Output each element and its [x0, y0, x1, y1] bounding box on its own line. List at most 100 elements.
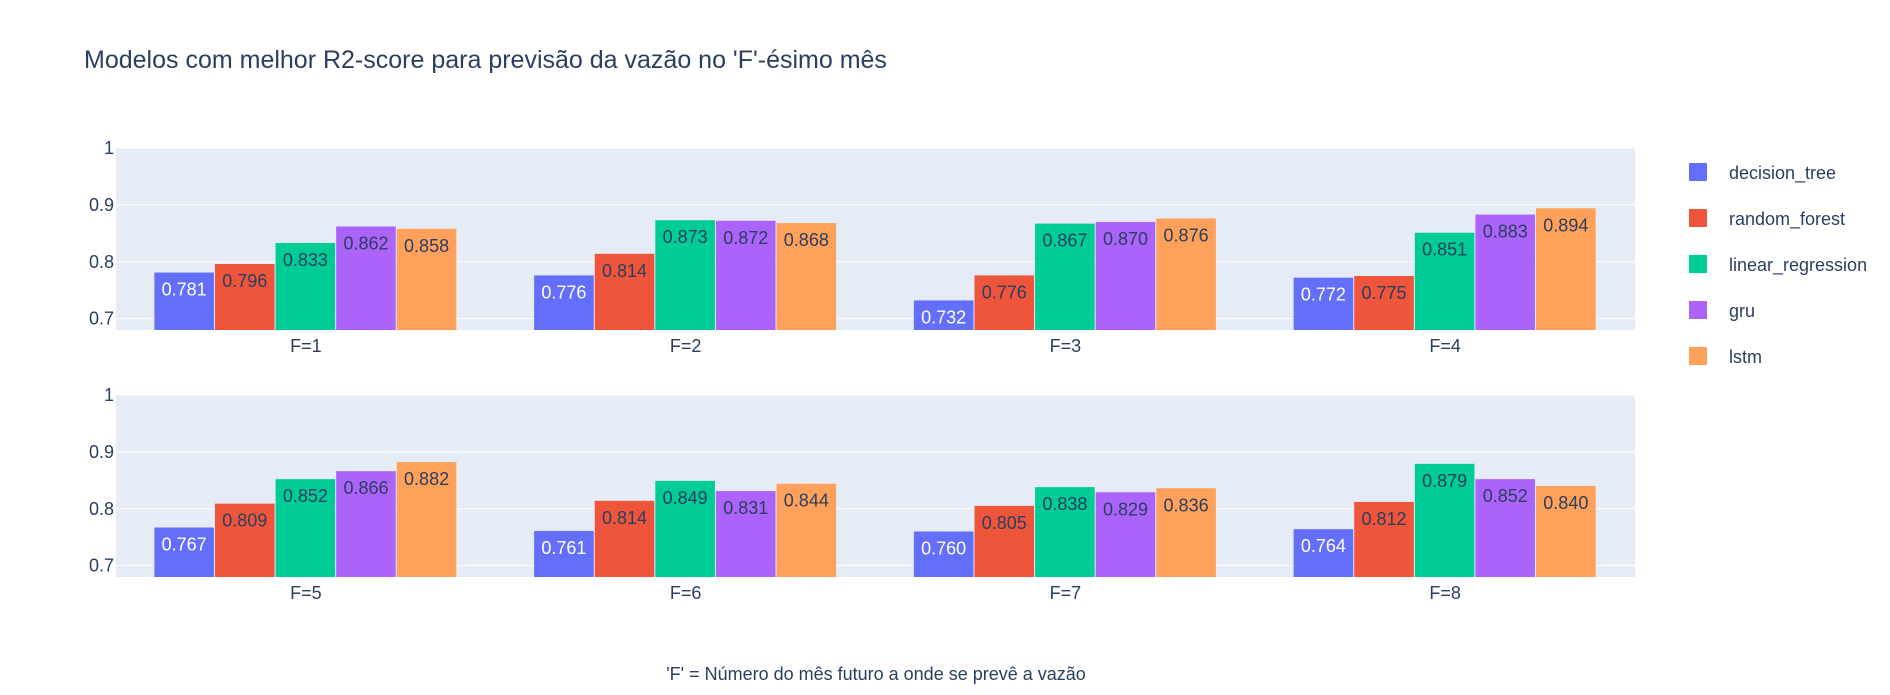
bar-gru	[336, 226, 396, 330]
y-tick-label: 1	[104, 138, 114, 158]
data-label: 0.781	[162, 280, 207, 300]
bar-linear_regression	[1035, 487, 1095, 577]
data-label: 0.852	[283, 486, 328, 506]
bar-decision_tree	[534, 275, 594, 330]
bar-gru	[1475, 214, 1536, 330]
legend-item-linear_regression[interactable]: linear_regression	[1689, 255, 1867, 276]
y-tick-label: 0.7	[89, 309, 114, 329]
x-tick-label: F=8	[1429, 583, 1461, 603]
data-label: 0.873	[663, 227, 708, 247]
legend-label: random_forest	[1729, 209, 1845, 230]
y-tick-label: 0.8	[89, 499, 114, 519]
legend-label: linear_regression	[1729, 255, 1867, 276]
data-label: 0.760	[921, 539, 966, 559]
legend-label: decision_tree	[1729, 163, 1836, 184]
bar-gru	[715, 220, 776, 330]
x-tick-label: F=1	[290, 336, 322, 356]
bar-gru	[336, 471, 396, 577]
data-label: 0.862	[343, 233, 388, 253]
data-label: 0.805	[982, 513, 1027, 533]
bar-decision_tree	[154, 272, 214, 330]
legend: decision_tree random_forest linear_regress…	[1689, 163, 1867, 367]
bar-decision_tree	[913, 300, 974, 330]
data-label: 0.882	[404, 469, 449, 489]
bar-linear_regression	[275, 242, 336, 330]
x-tick-label: F=2	[670, 336, 702, 356]
legend-item-decision_tree[interactable]: decision_tree	[1689, 163, 1836, 184]
bar-lstm	[1156, 218, 1216, 330]
bar-random_forest	[214, 264, 275, 330]
y-tick-label: 0.9	[89, 442, 114, 462]
bar-lstm	[776, 223, 837, 330]
bar-lstm	[1536, 208, 1596, 330]
data-label: 0.852	[1483, 486, 1528, 506]
bar-decision_tree	[1293, 277, 1354, 330]
data-label: 0.775	[1362, 283, 1407, 303]
bar-decision_tree	[154, 527, 214, 577]
y-tick-label: 0.7	[89, 556, 114, 576]
y-tick-label: 0.8	[89, 252, 114, 272]
bar-gru	[1095, 221, 1156, 330]
data-label: 0.872	[723, 228, 768, 248]
x-tick-label: F=4	[1429, 336, 1461, 356]
bar-lstm	[776, 483, 837, 577]
data-label: 0.767	[162, 535, 207, 555]
legend-swatch	[1689, 163, 1707, 181]
bar-random_forest	[974, 275, 1035, 330]
bar-lstm	[396, 228, 457, 330]
subplot-2: 0.7 0.8 0.9 1 0.767 0.809 0.852 0.866 0.882 F=5 0.…	[89, 385, 1635, 603]
bar-gru	[1095, 492, 1156, 577]
bar-random_forest	[594, 253, 655, 330]
data-label: 0.876	[1164, 226, 1209, 246]
x-tick-label: F=5	[290, 583, 322, 603]
legend-swatch	[1689, 347, 1707, 365]
bar-decision_tree	[913, 531, 974, 577]
data-label: 0.732	[921, 307, 966, 327]
data-label: 0.764	[1301, 536, 1346, 556]
bar-linear_regression	[655, 480, 715, 577]
data-label: 0.814	[602, 508, 647, 528]
data-label: 0.844	[784, 491, 829, 511]
bar-linear_regression	[1035, 223, 1095, 330]
data-label: 0.840	[1543, 493, 1588, 513]
data-label: 0.814	[602, 261, 647, 281]
data-label: 0.838	[1042, 494, 1087, 514]
data-label: 0.809	[222, 511, 267, 531]
data-label: 0.772	[1301, 285, 1346, 305]
subplot-1: 0.7 0.8 0.9 1 0.781 0.796 0.833 0.862 0.858 F=1 0.…	[89, 138, 1635, 356]
data-label: 0.894	[1543, 215, 1588, 235]
bar-random_forest	[1354, 275, 1414, 330]
bar-decision_tree	[534, 530, 594, 577]
x-tick-label: F=3	[1050, 336, 1082, 356]
bar-linear_regression	[1414, 463, 1475, 577]
plot-panels: 0.7 0.8 0.9 1 0.781 0.796 0.833 0.862 0.858 F=1 0.…	[89, 138, 1635, 603]
data-label: 0.879	[1422, 471, 1467, 491]
data-label: 0.866	[343, 478, 388, 498]
data-label: 0.829	[1103, 499, 1148, 519]
legend-label: gru	[1729, 301, 1755, 321]
y-tick-label: 0.9	[89, 195, 114, 215]
bar-random_forest	[1354, 501, 1414, 577]
bar-random_forest	[974, 505, 1035, 577]
data-label: 0.849	[663, 488, 708, 508]
data-label: 0.833	[283, 250, 328, 270]
legend-swatch	[1689, 301, 1707, 319]
legend-item-random_forest[interactable]: random_forest	[1689, 209, 1845, 230]
data-label: 0.858	[404, 236, 449, 256]
x-tick-label: F=7	[1050, 583, 1082, 603]
bar-random_forest	[214, 503, 275, 577]
legend-label: lstm	[1729, 347, 1762, 367]
bar-lstm	[1536, 486, 1596, 577]
data-label: 0.851	[1422, 240, 1467, 260]
bar-decision_tree	[1293, 529, 1354, 577]
x-axis-title: 'F' = Número do mês futuro a onde se pre…	[666, 664, 1086, 684]
legend-item-gru[interactable]: gru	[1689, 301, 1755, 321]
legend-item-lstm[interactable]: lstm	[1689, 347, 1762, 367]
bar-lstm	[1156, 488, 1216, 577]
data-label: 0.796	[222, 271, 267, 291]
data-label: 0.870	[1103, 229, 1148, 249]
data-label: 0.883	[1483, 222, 1528, 242]
data-label: 0.836	[1164, 495, 1209, 515]
data-label: 0.867	[1042, 231, 1087, 251]
